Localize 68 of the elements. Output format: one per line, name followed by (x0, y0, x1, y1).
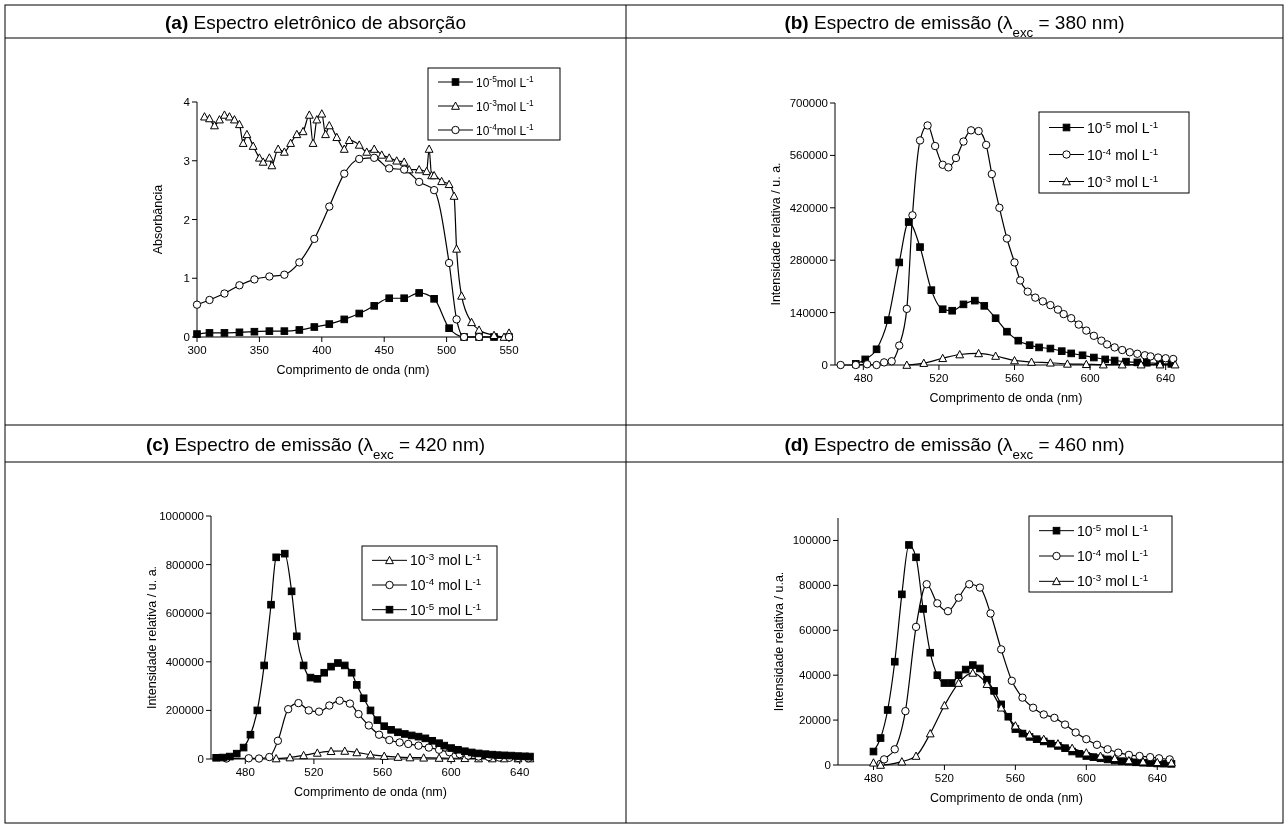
chart-title: (a) Espectro eletrônico de absorção (164, 11, 467, 33)
legend-label: 10$^{-3}$ mol L$^{-1}$ (410, 550, 482, 569)
x-tick-label: 560 (1005, 772, 1025, 784)
x-tick-label: 400 (312, 344, 332, 356)
y-tick-label: 40000 (799, 669, 831, 682)
x-tick-label: 560 (372, 766, 393, 778)
y-tick-label: 700000 (789, 97, 828, 109)
x-axis-title: Comprimento de onda (nm) (276, 363, 430, 377)
y-axis-title: Intensidade relativa / u.a. (772, 571, 786, 712)
y-tick-label: 280000 (789, 254, 828, 267)
x-tick-label: 550 (499, 344, 519, 356)
y-tick-label: 1000000 (159, 510, 204, 522)
x-tick-label: 300 (187, 344, 207, 356)
x-axis-title: Comprimento de onda (nm) (930, 791, 1083, 805)
x-tick-label: 350 (249, 344, 269, 356)
y-axis-title: Absorbância (151, 184, 165, 255)
x-tick-label: 600 (1080, 372, 1100, 384)
y-tick-label: 100000 (792, 534, 831, 547)
legend-label: 10$^{-3}$ mol L$^{-1}$ (1087, 172, 1159, 190)
y-tick-label: 560000 (789, 149, 828, 162)
x-tick-label: 600 (1076, 772, 1096, 784)
chart-title: (b) Espectro de emissão (λ$_{exc}$ = 380 nm) (784, 11, 1125, 39)
y-tick-label: 0 (824, 759, 831, 771)
legend-label: 10$^{-5}$ mol L$^{-1}$ (410, 600, 482, 618)
chart-title: (c) Espectro de emissão (λ$_{exc}$ = 420 nm) (145, 433, 486, 461)
y-tick-label: 4 (183, 96, 191, 108)
y-tick-label: 0 (183, 331, 190, 343)
x-tick-label: 640 (1156, 372, 1176, 384)
y-tick-label: 420000 (789, 201, 828, 214)
legend-label: 10$^{-3}$ mol L$^{-1}$ (1077, 571, 1149, 590)
legend-label: 10$^{-4}$ mol L$^{-1}$ (1077, 546, 1149, 564)
y-tick-label: 80000 (799, 579, 831, 592)
x-tick-label: 480 (235, 766, 255, 778)
y-tick-label: 600000 (165, 607, 204, 620)
x-axis-title: Comprimento de onda (nm) (294, 785, 447, 799)
y-tick-label: 200000 (165, 704, 204, 717)
y-tick-label: 20000 (799, 714, 831, 727)
legend-label: 10$^{-4}$ mol L$^{-1}$ (1087, 145, 1159, 163)
x-tick-label: 640 (510, 766, 530, 778)
y-tick-label: 140000 (789, 306, 828, 319)
legend-label: 10$^{-4}$mol L$^{-1}$ (476, 122, 534, 138)
y-tick-label: 400000 (165, 655, 204, 668)
legend-label: 10$^{-5}$mol L$^{-1}$ (476, 74, 534, 90)
x-tick-label: 560 (1004, 372, 1025, 384)
y-tick-label: 0 (821, 359, 828, 371)
x-tick-label: 520 (304, 766, 324, 778)
x-tick-label: 450 (374, 344, 394, 356)
x-tick-label: 640 (1147, 772, 1167, 784)
y-tick-label: 3 (183, 154, 190, 167)
y-axis-title: Intensidade relativa / u. a. (769, 162, 783, 306)
legend-label: 10$^{-4}$ mol L$^{-1}$ (410, 575, 482, 593)
x-tick-label: 520 (934, 772, 955, 784)
legend-label: 10$^{-5}$ mol L$^{-1}$ (1087, 118, 1159, 136)
y-tick-label: 1 (183, 272, 190, 285)
y-tick-label: 2 (183, 213, 190, 226)
x-tick-label: 480 (853, 372, 873, 384)
legend-label: 10$^{-3}$mol L$^{-1}$ (476, 98, 534, 114)
y-tick-label: 60000 (799, 624, 831, 637)
y-tick-label: 0 (197, 753, 204, 765)
y-axis-title: Intensidade relativa / u. a. (145, 565, 159, 710)
x-tick-label: 500 (437, 344, 457, 356)
x-axis-title: Comprimento de onda (nm) (929, 391, 1083, 405)
x-tick-label: 600 (441, 766, 461, 778)
y-tick-label: 800000 (165, 558, 204, 571)
x-tick-label: 480 (863, 772, 884, 784)
x-tick-label: 520 (929, 372, 949, 384)
legend-label: 10$^{-5}$ mol L$^{-1}$ (1077, 521, 1149, 539)
chart-title: (d) Espectro de emissão (λ$_{exc}$ = 460 nm) (784, 433, 1125, 461)
